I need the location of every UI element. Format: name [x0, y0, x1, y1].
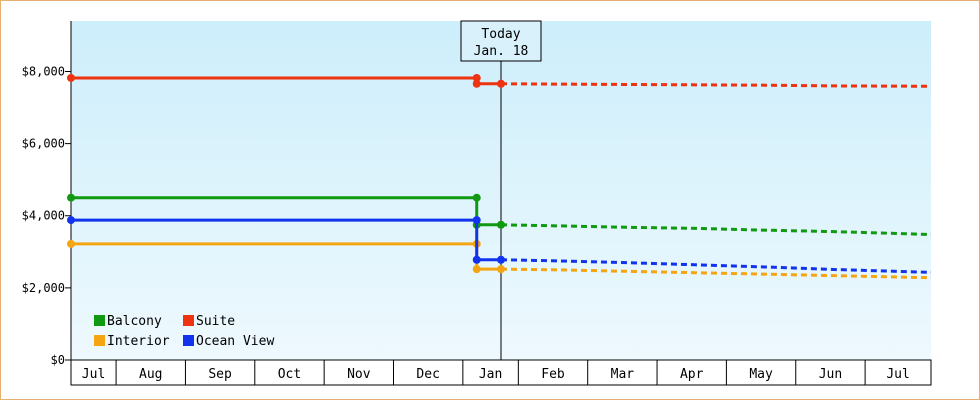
legend-swatch — [94, 315, 105, 326]
legend-swatch — [183, 335, 194, 346]
today-date-label: Jan. 18 — [474, 44, 529, 59]
y-tick-label: $6,000 — [22, 137, 65, 151]
legend-label: Balcony — [107, 314, 162, 329]
series-ocean-view-point — [497, 255, 505, 264]
legend: Balcony Suite Interior Ocean View — [94, 314, 274, 349]
series-suite-point — [497, 79, 505, 88]
x-tick-label: Sep — [208, 367, 232, 382]
today-marker: Today Jan. 18 — [460, 20, 542, 360]
y-axis: $0 $2,000 $4,000 $6,000 $8,000 — [22, 21, 72, 367]
series-balcony-forecast — [500, 223, 932, 236]
series-interior-point — [497, 265, 505, 274]
x-tick-label: Nov — [347, 367, 371, 382]
series-ocean-view-forecast — [500, 258, 932, 274]
y-tick-label: $8,000 — [22, 64, 65, 78]
series-suite-point — [472, 79, 481, 88]
x-tick-label: Dec — [416, 367, 439, 382]
series-ocean-view-history — [71, 218, 501, 262]
y-tick-label: $2,000 — [22, 281, 65, 295]
series-balcony-history — [71, 196, 501, 227]
x-tick-label: Oct — [278, 367, 301, 382]
legend-label: Suite — [196, 314, 235, 329]
series-interior-point — [472, 265, 481, 274]
series-suite-point — [472, 73, 481, 82]
y-tick-label: $0 — [51, 353, 65, 367]
series-balcony-point — [497, 220, 505, 229]
series-ocean-view-point — [67, 216, 75, 225]
x-tick-label: Mar — [611, 367, 635, 382]
legend-swatch — [183, 315, 194, 326]
series-interior-forecast — [500, 267, 932, 280]
series-suite-forecast — [500, 82, 932, 88]
x-tick-label: Feb — [541, 367, 565, 382]
x-tick-label: Apr — [680, 367, 704, 382]
today-label: Today — [481, 27, 520, 42]
series-balcony-point — [472, 193, 481, 202]
legend-swatch — [94, 335, 105, 346]
x-tick-label: May — [749, 367, 773, 382]
series-balcony-point — [67, 193, 75, 202]
series-suite-point — [67, 73, 75, 82]
today-label-box — [460, 20, 542, 62]
x-tick-label: Jan — [479, 367, 502, 382]
x-tick-label: Jul — [886, 367, 909, 382]
legend-label: Interior — [107, 334, 170, 349]
x-tick-label: Aug — [139, 367, 162, 382]
series-lines — [67, 73, 932, 280]
series-ocean-view-point — [472, 255, 481, 264]
x-axis: Jul Aug Sep Oct Nov Dec Jan Feb Mar Apr May Jun Jul — [70, 359, 932, 386]
series-interior-point — [67, 239, 75, 248]
x-tick-label: Jul — [82, 367, 105, 382]
series-ocean-view-point — [472, 216, 481, 225]
legend-label: Ocean View — [196, 334, 274, 349]
y-tick-label: $4,000 — [22, 209, 65, 223]
x-tick-label: Jun — [819, 367, 842, 382]
